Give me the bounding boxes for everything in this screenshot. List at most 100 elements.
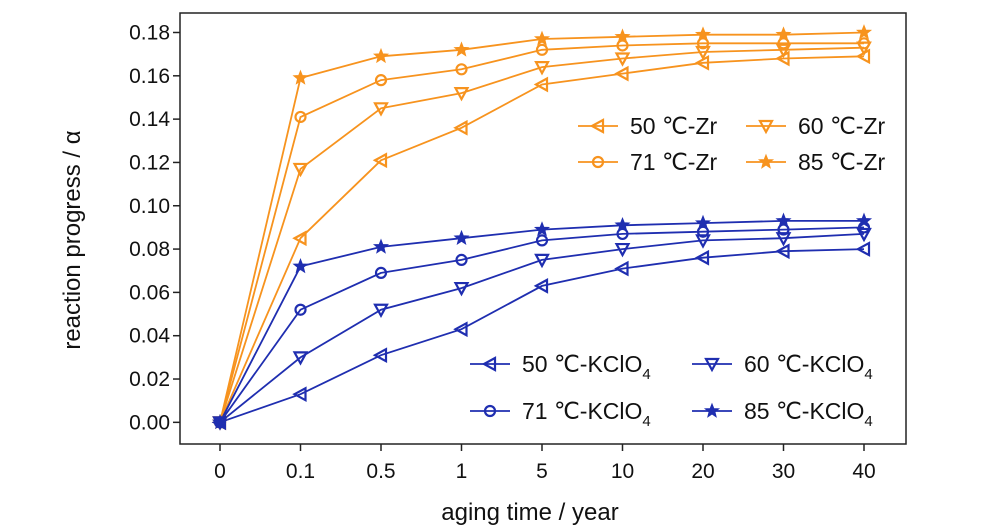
data-point <box>614 52 631 67</box>
data-point <box>856 227 872 243</box>
x-tick-label: 0.1 <box>286 460 315 483</box>
legend-label-text: 60 ℃-KClO <box>744 351 864 377</box>
data-point <box>775 212 792 228</box>
data-point <box>777 223 790 236</box>
data-point <box>292 230 307 247</box>
legend-label: 50 ℃-KClO4 <box>522 351 651 383</box>
data-point <box>534 253 550 269</box>
data-point <box>455 63 468 76</box>
y-tick-label: 0.18 <box>129 21 170 44</box>
data-point <box>453 119 468 136</box>
data-point <box>372 152 388 169</box>
series-line-7 <box>219 219 864 423</box>
x-tick-label: 20 <box>691 460 714 483</box>
legend-marker <box>591 155 605 169</box>
data-point <box>292 351 309 366</box>
legend-marker <box>483 404 497 418</box>
legend-label: 71 ℃-Zr <box>630 149 718 175</box>
legend-label-subscript: 4 <box>642 366 650 383</box>
x-tick-label: 40 <box>852 460 875 483</box>
legend-label: 50 ℃-Zr <box>630 113 718 139</box>
legend-label-text: 85 ℃-Zr <box>798 149 886 175</box>
data-point <box>694 214 712 230</box>
data-point <box>294 110 307 124</box>
data-point <box>372 47 390 64</box>
y-tick-label: 0.04 <box>129 325 170 348</box>
legend-marker <box>757 153 775 169</box>
data-point <box>696 225 710 238</box>
data-point <box>533 30 551 46</box>
data-point <box>453 321 468 338</box>
legend-marker <box>703 402 721 418</box>
data-point <box>775 232 792 247</box>
data-point <box>455 253 468 267</box>
y-tick-label: 0.16 <box>129 65 170 88</box>
plot-frame <box>179 12 907 445</box>
series-lines <box>219 31 865 424</box>
data-point <box>211 413 229 430</box>
data-point <box>695 45 711 61</box>
data-point <box>374 266 388 279</box>
x-tick-label: 5 <box>536 460 548 483</box>
data-point <box>694 54 710 71</box>
legend-label-subscript: 4 <box>864 413 872 430</box>
x-tick-label: 1 <box>456 460 468 483</box>
legend-label-subscript: 4 <box>642 413 650 430</box>
data-point <box>374 74 388 87</box>
data-point <box>694 249 710 266</box>
legend-marker <box>704 357 720 373</box>
data-point <box>614 216 631 232</box>
series-line-4 <box>219 248 865 424</box>
legend-zr: 50 ℃-Zr 60 ℃-Zr 71 ℃-Zr 85 ℃-Zr <box>578 113 886 175</box>
data-point <box>614 28 631 44</box>
data-point <box>775 43 792 59</box>
x-axis: 0 0.1 0.5 1 5 10 20 30 40 <box>214 444 876 483</box>
data-point <box>535 43 549 56</box>
x-tick-label: 0 <box>214 460 226 483</box>
y-axis: 0.00 0.02 0.04 0.06 0.08 0.10 0.12 0.14 0.16 0.18 <box>129 21 180 434</box>
data-point <box>292 258 309 274</box>
data-point <box>855 212 873 228</box>
legend-label-subscript: 4 <box>864 366 872 383</box>
data-point <box>696 37 710 50</box>
x-tick-label: 0.5 <box>366 460 395 483</box>
data-point <box>534 61 550 76</box>
data-point <box>695 234 711 249</box>
data-point <box>453 281 470 297</box>
legend-label-text: 50 ℃-Zr <box>630 113 718 139</box>
x-axis-label: aging time / year <box>441 499 618 526</box>
y-tick-label: 0.14 <box>129 108 170 131</box>
series-line-1 <box>219 46 865 423</box>
data-point <box>372 238 390 254</box>
y-tick-label: 0.12 <box>129 151 170 174</box>
legend-label: 85 ℃-Zr <box>798 149 886 175</box>
series-line-2 <box>219 42 864 423</box>
data-point <box>614 260 629 277</box>
legend-label-text: 71 ℃-Zr <box>630 149 718 175</box>
data-point <box>292 162 309 178</box>
series-markers <box>211 24 873 431</box>
data-point <box>616 39 629 52</box>
data-point <box>535 234 549 247</box>
data-point <box>453 41 470 57</box>
data-point <box>533 221 551 237</box>
data-point <box>614 242 631 258</box>
data-point <box>453 229 470 246</box>
data-point <box>777 37 790 50</box>
data-point <box>292 386 307 403</box>
y-tick-label: 0.00 <box>129 411 170 434</box>
data-point <box>453 87 470 102</box>
data-point <box>694 26 712 42</box>
x-tick-label: 10 <box>611 460 634 483</box>
data-point <box>373 303 389 319</box>
legend-marker <box>758 119 774 135</box>
data-point <box>373 102 389 117</box>
y-tick-label: 0.08 <box>129 238 170 261</box>
legend-label-text: 50 ℃-KClO <box>522 351 642 377</box>
legend-label: 85 ℃-KClO4 <box>744 398 873 430</box>
legend-marker <box>589 118 605 134</box>
data-point <box>616 227 629 241</box>
data-point <box>775 243 790 260</box>
